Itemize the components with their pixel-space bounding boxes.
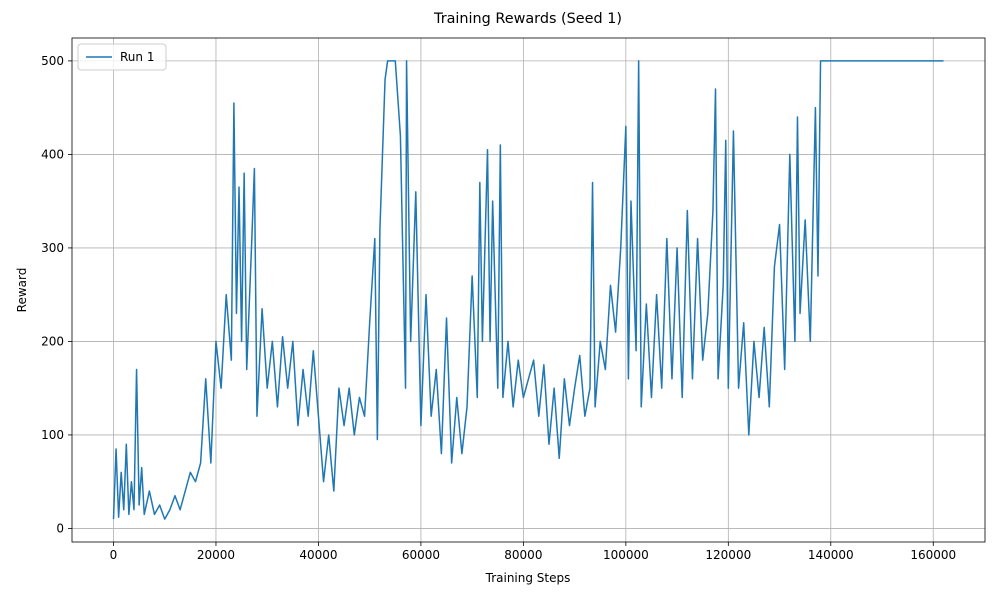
y-tick-label: 300 xyxy=(41,241,64,255)
y-tick-label: 100 xyxy=(41,428,64,442)
x-tick-label: 80000 xyxy=(504,548,542,562)
x-tick-label: 160000 xyxy=(910,548,956,562)
x-axis-label: Training Steps xyxy=(485,571,571,585)
x-tick-label: 60000 xyxy=(402,548,440,562)
y-axis-label: Reward xyxy=(15,268,29,313)
x-tick-label: 40000 xyxy=(299,548,337,562)
x-tick-label: 20000 xyxy=(197,548,235,562)
plot-frame xyxy=(71,37,986,543)
x-tick-label: 120000 xyxy=(705,548,751,562)
x-tick-label: 100000 xyxy=(603,548,649,562)
x-tick-label: 140000 xyxy=(808,548,854,562)
legend-label: Run 1 xyxy=(120,50,154,64)
legend-box xyxy=(77,43,167,71)
y-tick-label: 400 xyxy=(41,147,64,161)
y-tick-label: 0 xyxy=(56,521,64,535)
series-line xyxy=(112,60,944,520)
x-tick-label: 0 xyxy=(110,548,118,562)
y-tick-label: 500 xyxy=(41,54,64,68)
y-tick-label: 200 xyxy=(41,334,64,348)
chart-title: Training Rewards (Seed 1) xyxy=(433,11,622,27)
plot-layer xyxy=(112,60,944,520)
